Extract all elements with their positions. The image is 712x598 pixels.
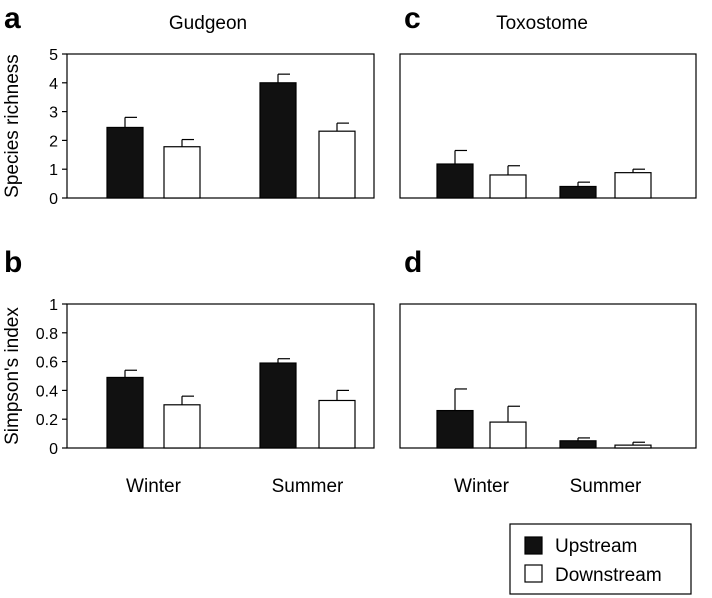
legend-label-upstream: Upstream: [555, 536, 637, 557]
legend-swatch-downstream: [524, 564, 543, 583]
bar-summer-downstream: [614, 444, 652, 449]
bar-summer-upstream: [559, 440, 597, 449]
bar-summer-upstream: [259, 362, 297, 449]
y-tick-label: 2: [49, 133, 58, 150]
bar-winter-upstream: [106, 126, 144, 199]
bar-summer-upstream: [559, 185, 597, 199]
bar-summer-upstream: [259, 82, 297, 199]
panel-c: c Toxostome: [399, 2, 697, 199]
panel-d: d Winter Summer: [399, 246, 697, 497]
bar-winter-upstream: [436, 163, 474, 199]
panel-a: a Gudgeon 0 1 2 3 4 5 Species richness: [2, 2, 375, 208]
y-tick-label: 0: [49, 191, 58, 208]
bar-winter-downstream: [163, 404, 201, 449]
y-tick-label: 0.4: [36, 383, 58, 400]
bar-winter-downstream: [489, 174, 527, 199]
panel-b: b 0 0.2 0.4 0.6 0.8 1 Simpson's index Winter Summ…: [2, 246, 375, 497]
plot-frame: [399, 303, 697, 449]
legend: Upstream Downstream: [509, 523, 692, 595]
y-tick-label: 1: [49, 297, 58, 314]
category-label-winter: Winter: [126, 476, 182, 497]
bar-summer-downstream: [318, 399, 356, 449]
y-tick-label: 0.6: [36, 355, 58, 372]
bar-winter-downstream: [163, 146, 201, 199]
bar-winter-downstream: [489, 421, 527, 449]
panel-title: Gudgeon: [169, 13, 247, 34]
chart-panels: a Gudgeon 0 1 2 3 4 5 Species richness b 0 0.2 0.4 0.…: [2, 2, 697, 497]
bar-winter-upstream: [106, 376, 144, 449]
legend-swatch-upstream: [524, 536, 543, 555]
plot-frame: [66, 53, 375, 199]
panel-title: Toxostome: [496, 13, 588, 34]
y-tick-label: 1: [49, 162, 58, 179]
panel-letter: c: [404, 2, 421, 35]
legend-frame: [509, 523, 692, 595]
category-label-winter: Winter: [454, 476, 510, 497]
y-tick-label: 4: [49, 76, 58, 93]
y-axis-label: Species richness: [2, 54, 23, 198]
panel-letter: d: [404, 246, 422, 279]
panel-letter: a: [4, 2, 21, 35]
category-label-summer: Summer: [570, 476, 642, 497]
legend-label-downstream: Downstream: [555, 565, 662, 586]
y-axis-label: Simpson's index: [2, 307, 23, 445]
y-tick-label: 0: [49, 441, 58, 458]
plot-frame: [399, 53, 697, 199]
bar-summer-downstream: [318, 130, 356, 199]
plot-frame: [66, 303, 375, 449]
panel-letter: b: [4, 246, 22, 279]
y-tick-label: 3: [49, 105, 58, 122]
y-tick-label: 0.8: [36, 326, 58, 343]
y-tick-label: 0.2: [36, 412, 58, 429]
category-label-summer: Summer: [272, 476, 344, 497]
y-tick-label: 5: [49, 47, 58, 64]
bar-summer-downstream: [614, 172, 652, 199]
bar-winter-upstream: [436, 409, 474, 449]
